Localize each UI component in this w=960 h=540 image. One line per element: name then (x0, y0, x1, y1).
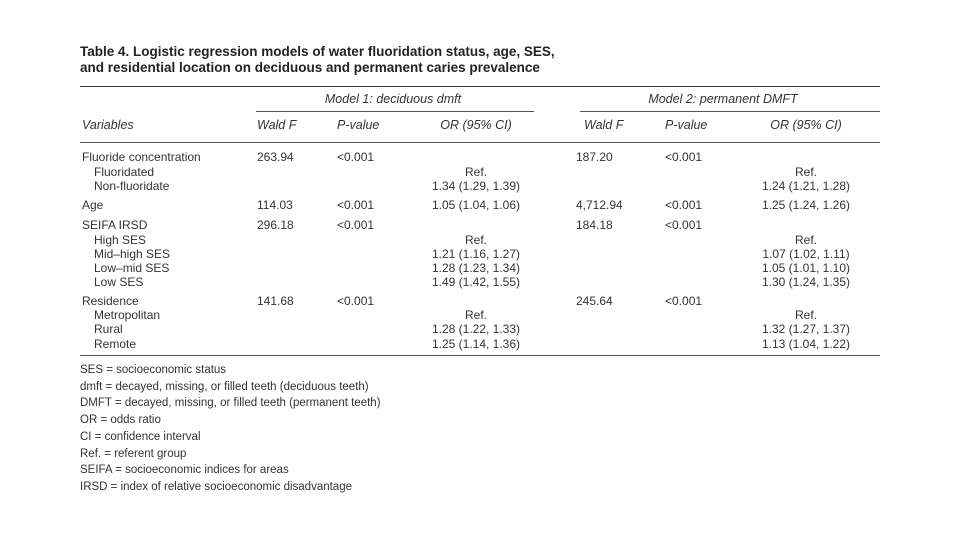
m2-or-cell: 1.07 (1.02, 1.11) (762, 247, 850, 261)
model-1-underline (256, 111, 534, 112)
row-label: Low SES (94, 275, 144, 289)
m2-or-cell: Ref. (794, 233, 818, 247)
m2-or-cell: 1.24 (1.21, 1.28) (761, 179, 851, 193)
row-label: Metropolitan (94, 308, 161, 322)
m2-pvalue-cell: <0.001 (665, 150, 703, 164)
col-header-m2-wald: Wald F (584, 118, 624, 132)
m2-pvalue-cell: <0.001 (665, 294, 703, 308)
m2-pvalue-cell: <0.001 (665, 198, 703, 212)
col-header-m1-wald: Wald F (257, 118, 297, 132)
model-2-header: Model 2: permanent DMFT (648, 92, 798, 106)
m1-pvalue-cell: <0.001 (337, 198, 375, 212)
m1-or-cell: 1.28 (1.22, 1.33) (431, 322, 521, 336)
m2-or-cell: Ref. (794, 165, 818, 179)
m2-wald-cell: 187.20 (576, 150, 613, 164)
row-label: Low–mid SES (94, 261, 170, 275)
caption-line-1: Table 4. Logistic regression models of w… (80, 44, 555, 59)
m2-wald-cell: 4,712.94 (576, 198, 623, 212)
footnote-dmft: dmft = decayed, missing, or filled teeth… (80, 380, 369, 393)
caption-line-2: and residential location on deciduous an… (80, 60, 540, 75)
footnote-ref: Ref. = referent group (80, 447, 187, 460)
m2-or-cell: 1.13 (1.04, 1.22) (761, 337, 851, 351)
m1-pvalue-cell: <0.001 (337, 218, 375, 232)
footnotes: SES = socioeconomic status dmft = decaye… (80, 362, 381, 496)
footnote-or: OR = odds ratio (80, 414, 161, 427)
col-header-m2-or: OR (95% CI) (770, 118, 842, 132)
footnote-irsd: IRSD = index of relative socioeconomic d… (80, 480, 352, 493)
row-label: Residence (82, 294, 139, 308)
m2-or-cell: 1.30 (1.24, 1.35) (761, 275, 851, 289)
m1-wald-cell: 114.03 (257, 198, 293, 212)
model-1-header: Model 1: deciduous dmft (324, 92, 462, 106)
m1-or-cell: 1.34 (1.29, 1.39) (431, 179, 521, 193)
footnote-ci: CI = confidence interval (80, 430, 201, 443)
m1-or-cell: 1.05 (1.04, 1.06) (431, 198, 521, 212)
footnote-seifa: SEIFA = socioeconomic indices for areas (80, 464, 289, 477)
m1-pvalue-cell: <0.001 (337, 150, 375, 164)
m1-wald-cell: 141.68 (257, 294, 294, 308)
m1-or-cell: Ref. (464, 165, 488, 179)
row-label: Remote (94, 337, 137, 351)
col-header-m1-pvalue: P-value (337, 118, 380, 132)
header-bottom-rule (80, 142, 880, 143)
m2-wald-cell: 184.18 (576, 218, 613, 232)
model-2-underline (580, 111, 880, 112)
m1-wald-cell: 296.18 (257, 218, 294, 232)
m1-or-cell: 1.28 (1.23, 1.34) (431, 261, 521, 275)
row-label: Fluoride concentration (82, 150, 201, 164)
row-label: Rural (94, 322, 123, 336)
col-header-m2-pvalue: P-value (665, 118, 708, 132)
m1-or-cell: 1.49 (1.42, 1.55) (431, 275, 521, 289)
m2-or-cell: 1.05 (1.01, 1.10) (761, 261, 851, 275)
m1-wald-cell: 263.94 (257, 150, 294, 164)
row-label: Fluoridated (94, 165, 155, 179)
row-label: Non-fluoridate (94, 179, 170, 193)
m1-or-cell: Ref. (464, 308, 488, 322)
m1-pvalue-cell: <0.001 (337, 294, 375, 308)
m2-pvalue-cell: <0.001 (665, 218, 703, 232)
m1-or-cell: Ref. (464, 233, 488, 247)
row-label: Mid–high SES (94, 247, 171, 261)
row-label: High SES (94, 233, 147, 247)
col-header-variables: Variables (82, 118, 134, 132)
row-label: Age (82, 198, 104, 212)
m2-wald-cell: 245.64 (576, 294, 613, 308)
m1-or-cell: 1.21 (1.16, 1.27) (431, 247, 521, 261)
footnote-ses: SES = socioeconomic status (80, 364, 227, 376)
m2-or-cell: 1.25 (1.24, 1.26) (761, 198, 851, 212)
m1-or-cell: 1.25 (1.14, 1.36) (431, 337, 521, 351)
row-label: SEIFA IRSD (82, 218, 148, 232)
m2-or-cell: Ref. (794, 308, 818, 322)
table-bottom-rule (80, 355, 880, 356)
col-header-m1-or: OR (95% CI) (440, 118, 512, 132)
table-top-rule (80, 86, 880, 87)
table-caption: Table 4. Logistic regression models of w… (80, 44, 880, 76)
m2-or-cell: 1.32 (1.27, 1.37) (761, 322, 851, 336)
footnote-dmft-permanent: DMFT = decayed, missing, or filled teeth… (80, 397, 381, 410)
